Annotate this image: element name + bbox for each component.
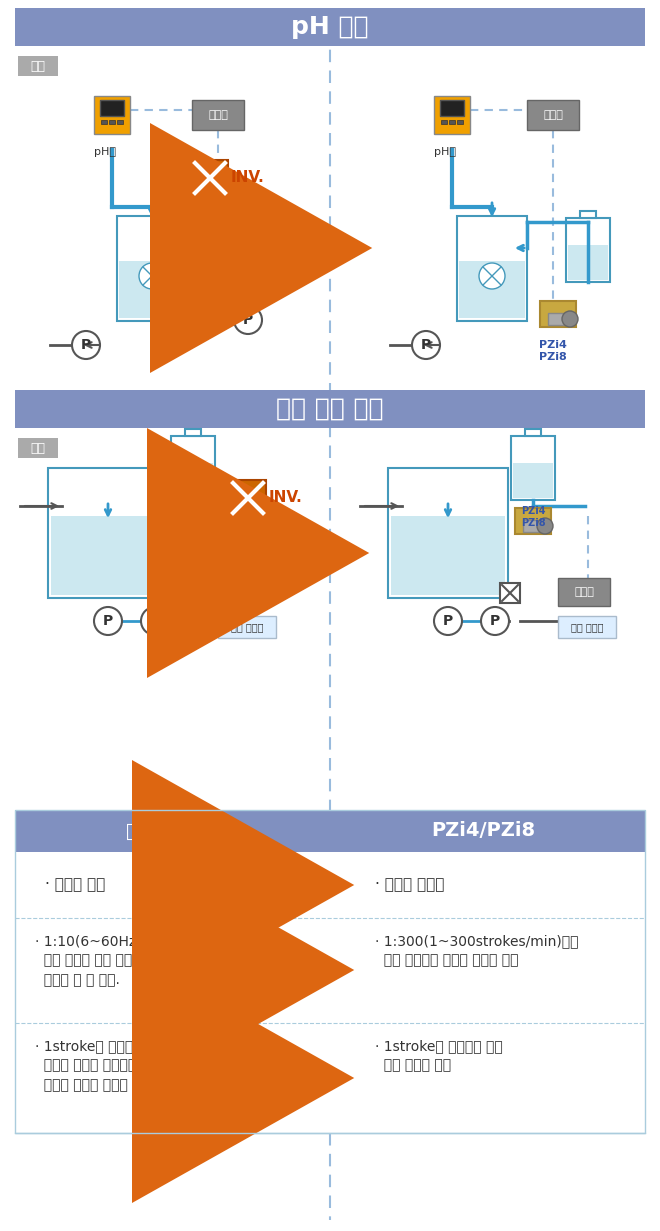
Bar xyxy=(457,215,527,321)
Bar xyxy=(117,215,187,321)
Text: 조절계: 조절계 xyxy=(208,110,228,119)
Text: P: P xyxy=(490,614,500,628)
Text: pH 제어: pH 제어 xyxy=(291,15,369,39)
Bar xyxy=(218,616,276,638)
Circle shape xyxy=(94,607,122,635)
Bar xyxy=(192,160,228,196)
Text: · 인버터 불필요: · 인버터 불필요 xyxy=(375,878,444,892)
Bar xyxy=(515,508,551,534)
Text: pH계: pH계 xyxy=(94,146,116,158)
Bar xyxy=(459,261,525,318)
Bar xyxy=(441,119,447,124)
Circle shape xyxy=(141,607,169,635)
Text: · 1:300(1~300strokes/min)으로
  넓은 범위에서 세밀한 제어가 가능: · 1:300(1~300strokes/min)으로 넓은 범위에서 세밀한 … xyxy=(375,934,579,968)
Bar xyxy=(94,96,130,134)
Bar xyxy=(15,390,645,428)
Bar xyxy=(449,119,455,124)
Bar xyxy=(525,428,541,436)
Bar xyxy=(548,313,568,325)
Bar xyxy=(173,463,213,499)
Text: P: P xyxy=(103,614,113,628)
Bar xyxy=(119,261,185,318)
Bar xyxy=(185,428,201,436)
Text: P: P xyxy=(421,339,431,352)
Bar xyxy=(511,436,555,500)
Bar xyxy=(218,579,270,606)
Bar xyxy=(51,516,165,595)
Text: 모터 구동 펌프: 모터 구동 펌프 xyxy=(126,821,210,841)
Circle shape xyxy=(537,518,553,534)
Text: 조절계: 조절계 xyxy=(543,110,563,119)
Bar xyxy=(527,100,579,130)
Bar xyxy=(15,852,645,918)
Bar xyxy=(192,100,244,130)
Text: 조절계: 조절계 xyxy=(234,587,254,597)
Circle shape xyxy=(434,607,462,635)
Bar xyxy=(15,810,645,1133)
Bar xyxy=(228,245,268,279)
Bar xyxy=(322,810,645,852)
Bar xyxy=(18,438,58,458)
Bar xyxy=(15,7,645,46)
Bar xyxy=(230,480,266,516)
Bar xyxy=(391,516,505,595)
Bar xyxy=(580,211,596,218)
Bar xyxy=(48,468,168,598)
Bar xyxy=(388,468,508,598)
Text: 조절계: 조절계 xyxy=(574,587,594,597)
Bar xyxy=(15,918,645,1023)
Circle shape xyxy=(562,311,578,327)
Bar xyxy=(540,302,576,327)
Text: · 인버터 필요: · 인버터 필요 xyxy=(45,878,105,892)
Bar xyxy=(568,245,608,279)
Text: · 1stroke의 토출량이 많기
  때문에 원액을 희석하여
  농도를 조정할 필요가 있다.: · 1stroke의 토출량이 많기 때문에 원액을 희석하여 농도를 조정할 … xyxy=(35,1039,163,1092)
Bar xyxy=(513,463,553,499)
Bar xyxy=(566,218,610,282)
Text: P: P xyxy=(81,339,91,352)
Bar xyxy=(100,100,124,116)
Bar xyxy=(440,100,464,116)
Circle shape xyxy=(481,607,509,635)
Bar xyxy=(500,583,520,603)
Bar xyxy=(117,119,123,124)
Text: PZi4/PZi8: PZi4/PZi8 xyxy=(431,821,535,841)
Text: pH계: pH계 xyxy=(434,146,456,158)
Circle shape xyxy=(139,263,165,289)
Bar xyxy=(523,519,543,532)
Text: P: P xyxy=(243,313,253,327)
Bar xyxy=(558,579,610,606)
Bar xyxy=(434,96,470,134)
Text: · 1stroke의 토출량이 적어
  원액 주입이 가능: · 1stroke의 토출량이 적어 원액 주입이 가능 xyxy=(375,1039,503,1072)
Text: · 1:10(6~60Hz)으로
  제어 범위가 좁아 세밀한
  제어를 할 수 없다.: · 1:10(6~60Hz)으로 제어 범위가 좁아 세밀한 제어를 할 수 없… xyxy=(35,934,158,987)
Bar xyxy=(558,616,616,638)
Bar xyxy=(101,119,107,124)
Bar xyxy=(15,810,322,852)
Text: PZi4
PZi8: PZi4 PZi8 xyxy=(521,506,545,528)
Circle shape xyxy=(479,263,505,289)
Text: 잔류 염소 제어: 잔류 염소 제어 xyxy=(277,398,383,421)
Text: INV.: INV. xyxy=(269,490,303,506)
Bar xyxy=(160,583,180,603)
Text: INV.: INV. xyxy=(231,171,265,186)
Text: P: P xyxy=(150,614,160,628)
Text: 기존: 기존 xyxy=(30,59,46,73)
Bar xyxy=(171,436,215,500)
Text: PZi4
PZi8: PZi4 PZi8 xyxy=(539,340,567,362)
Text: 잔류 염소계: 잔류 염소계 xyxy=(231,622,263,632)
Bar xyxy=(240,211,256,218)
Text: P: P xyxy=(443,614,453,628)
Text: 잔류 염소계: 잔류 염소계 xyxy=(571,622,603,632)
Bar xyxy=(457,119,463,124)
Bar xyxy=(226,218,270,282)
Bar xyxy=(15,1023,645,1133)
Bar xyxy=(109,119,115,124)
Circle shape xyxy=(72,331,100,359)
Text: 기존: 기존 xyxy=(30,442,46,454)
Bar xyxy=(18,55,58,76)
Circle shape xyxy=(412,331,440,359)
Circle shape xyxy=(234,307,262,334)
